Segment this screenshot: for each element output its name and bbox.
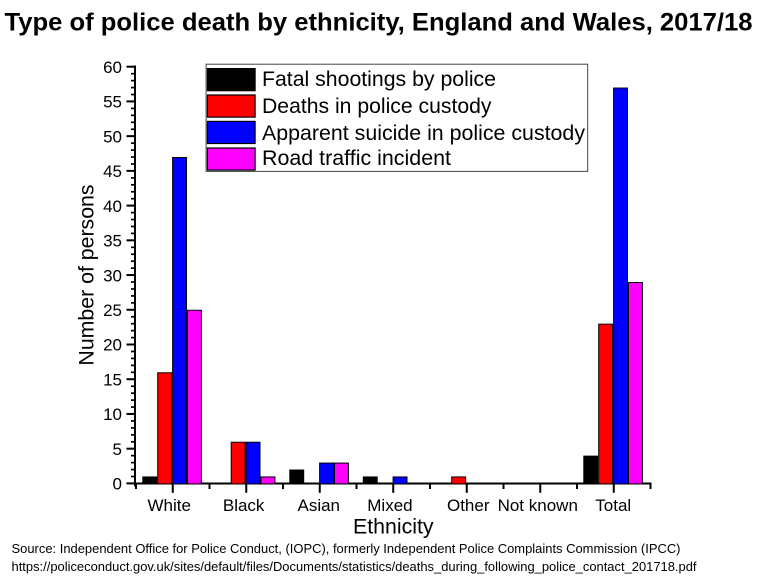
- svg-text:Source: Independent Office for: Source: Independent Office for Police Co…: [12, 541, 681, 556]
- svg-text:Mixed: Mixed: [367, 496, 412, 515]
- svg-text:0: 0: [113, 475, 122, 494]
- svg-text:Black: Black: [223, 496, 265, 515]
- svg-text:Asian: Asian: [297, 496, 340, 515]
- svg-text:Type of police death by ethnic: Type of police death by ethnicity, Engla…: [5, 9, 753, 37]
- svg-text:Not known: Not known: [498, 496, 578, 515]
- svg-text:Number of persons: Number of persons: [75, 184, 99, 365]
- svg-text:45: 45: [103, 162, 122, 181]
- svg-text:35: 35: [103, 232, 122, 251]
- svg-text:Road traffic incident: Road traffic incident: [262, 146, 451, 170]
- svg-text:40: 40: [103, 197, 122, 216]
- svg-text:25: 25: [103, 301, 122, 320]
- svg-text:30: 30: [103, 266, 122, 285]
- svg-text:20: 20: [103, 336, 122, 355]
- svg-text:Apparent suicide in police cus: Apparent suicide in police custody: [262, 121, 585, 145]
- svg-text:Fatal shootings by police: Fatal shootings by police: [262, 67, 496, 91]
- svg-text:https://policeconduct.gov.uk/s: https://policeconduct.gov.uk/sites/defau…: [12, 559, 697, 574]
- svg-text:55: 55: [103, 93, 122, 112]
- svg-text:Ethnicity: Ethnicity: [353, 515, 434, 539]
- svg-text:Total: Total: [595, 496, 631, 515]
- svg-text:15: 15: [103, 370, 122, 389]
- svg-text:Other: Other: [447, 496, 490, 515]
- svg-text:60: 60: [103, 58, 122, 77]
- svg-text:Deaths in police custody: Deaths in police custody: [262, 94, 492, 118]
- svg-text:10: 10: [103, 405, 122, 424]
- svg-text:White: White: [148, 496, 191, 515]
- svg-text:50: 50: [103, 127, 122, 146]
- svg-text:5: 5: [113, 440, 122, 459]
